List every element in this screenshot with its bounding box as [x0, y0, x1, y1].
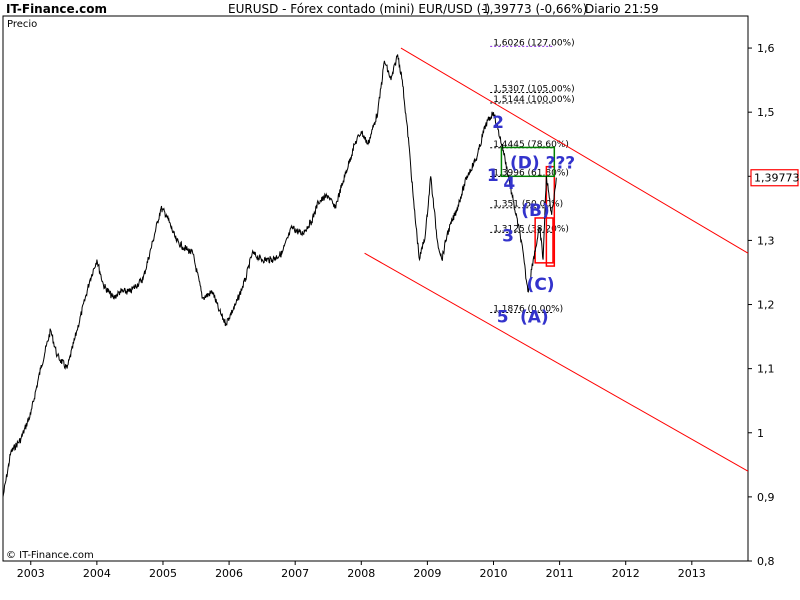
y-tick-label: 0,9: [757, 491, 775, 504]
price-line: [2, 54, 557, 497]
wave-label: 5: [497, 307, 509, 327]
trend-channel: [364, 47, 749, 472]
fib-level-label: 1,351 (50,00%): [493, 200, 563, 210]
wave-label: (B): [521, 201, 550, 221]
x-tick-label: 2009: [413, 567, 441, 580]
wave-labels: 2 1 4(D) ??? (B) 3 (C) 5 (A): [487, 113, 575, 327]
x-tick-label: 2013: [678, 567, 706, 580]
x-tick-label: 2008: [347, 567, 375, 580]
x-tick-label: 2010: [479, 567, 507, 580]
fib-level-label: 1,3996 (61,80%): [493, 169, 569, 179]
annotation-box: [534, 217, 554, 264]
channel-line: [400, 47, 749, 254]
price-series: [2, 54, 557, 497]
wave-label: (A): [520, 307, 549, 327]
time-label: 21:59: [624, 2, 659, 16]
annotation-box: [545, 165, 556, 267]
y-tick-label: 1,3: [757, 234, 775, 247]
wave-label: 3: [502, 227, 514, 247]
copyright: © IT-Finance.com: [6, 550, 94, 561]
channel-line: [364, 252, 749, 472]
fib-level-label: 1,4445 (78,60%): [493, 140, 569, 150]
y-tick-label: 1,6: [757, 42, 775, 55]
annotation-box: [500, 146, 556, 178]
x-tick-label: 2011: [546, 567, 574, 580]
last-price: 1,39773: [750, 169, 800, 187]
brand-label: IT-Finance.com: [6, 2, 107, 16]
y-axis-label: Precio: [7, 19, 37, 30]
last-price-label: 1,39773: [754, 172, 800, 185]
y-tick-label: 0,8: [757, 555, 775, 568]
plot-area: [2, 15, 749, 562]
fib-levels: 1,6026 (127,00%) 1,5307 (105,00%)1,5144 (…: [490, 38, 575, 314]
y-tick-label: 1: [757, 427, 764, 440]
fib-level-label: 1,1876 (0,00%): [493, 304, 563, 314]
axes: 0,8 0,9 1 1,1 1,2 1,3 1,5 1,6 2003 2004 2005 2006 20…: [17, 42, 775, 580]
y-tick-label: 1,5: [757, 106, 775, 119]
fib-level-label: 1,5144 (100,00%): [493, 95, 574, 105]
wave-label: 1: [487, 166, 499, 186]
x-tick-label: 2005: [149, 567, 177, 580]
chart-title: EURUSD - Fórex contado (mini) EUR/USD (-…: [228, 2, 490, 16]
x-tick-label: 2006: [215, 567, 243, 580]
period-label: Diario: [585, 2, 621, 16]
x-tick-label: 2012: [612, 567, 640, 580]
y-tick-label: 1,1: [757, 363, 775, 376]
fib-level-label: 1,5307 (105,00%): [493, 84, 574, 94]
x-tick-label: 2003: [17, 567, 45, 580]
fib-level-label: 1,6026 (127,00%): [493, 38, 574, 48]
wave-label: 4: [503, 174, 515, 194]
wave-label: 2: [492, 113, 504, 133]
wave-label: (D) ???: [510, 154, 575, 174]
annotation-boxes: [500, 146, 556, 267]
y-tick-label: 1,2: [757, 299, 775, 312]
price-change: 1,39773 (-0,66%): [482, 2, 587, 16]
x-tick-label: 2007: [281, 567, 309, 580]
wave-label: (C): [527, 275, 555, 295]
last-price-box: [750, 169, 799, 187]
x-tick-label: 2004: [83, 567, 111, 580]
fib-level-label: 1,3125 (38,20%): [493, 224, 569, 234]
